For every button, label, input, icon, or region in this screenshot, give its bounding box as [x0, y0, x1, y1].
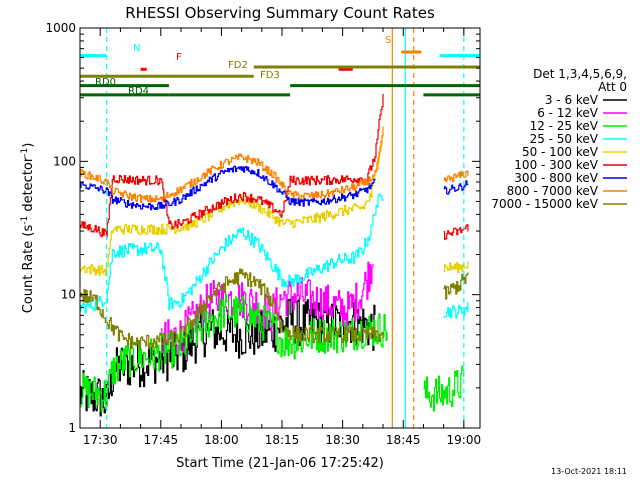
legend-label-3: 25 - 50 keV: [530, 132, 599, 146]
x-tick-label: 17:30: [83, 433, 118, 447]
x-tick-label: 18:00: [204, 433, 239, 447]
x-tick-label: 18:45: [386, 433, 421, 447]
plot-area: N S F FD2 FD3 RD0 RD4: [79, 27, 481, 429]
series-line-8-0: [80, 268, 384, 351]
legend-label-7: 800 - 7000 keV: [507, 184, 599, 198]
flag-label-fd2: FD2: [228, 60, 248, 71]
flag-label-f: F: [176, 52, 182, 63]
flag-label-rd0: RD0: [95, 77, 116, 88]
x-tick-label: 17:45: [144, 433, 179, 447]
legend-label-2: 12 - 25 keV: [530, 119, 599, 133]
flag-label-s: S: [385, 35, 391, 46]
legend-label-0: 3 - 6 keV: [545, 93, 599, 107]
y-tick-label: 1: [68, 421, 76, 435]
series-line-3-1: [443, 302, 469, 319]
legend-label-8: 7000 - 15000 keV: [491, 197, 598, 211]
legend-label-1: 6 - 12 keV: [537, 106, 599, 120]
footer-date: 13-Oct-2021 18:11: [551, 467, 627, 476]
series-line-8-1: [443, 272, 469, 300]
y-axis-label: Count Rate (s-1 detector-1): [20, 143, 36, 314]
flag-label-n: N: [133, 43, 140, 54]
series-line-7-1: [443, 170, 469, 183]
legend-header-line2: Att 0: [598, 80, 627, 94]
x-tick-label: 18:15: [265, 433, 300, 447]
x-axis-label: Start Time (21-Jan-06 17:25:42): [176, 456, 384, 471]
legend-header-line1: Det 1,3,4,5,6,9,: [533, 67, 627, 81]
y-tick-label: 10: [61, 288, 76, 302]
y-tick-label: 100: [53, 154, 76, 168]
series-line-2-1: [423, 365, 465, 412]
series-line-5-0: [80, 93, 384, 238]
series-line-3-0: [80, 193, 384, 314]
legend-label-4: 50 - 100 keV: [522, 145, 599, 159]
series-line-7-0: [80, 126, 384, 203]
series-line-6-0: [80, 165, 376, 211]
legend-label-6: 300 - 800 keV: [514, 171, 598, 185]
x-axis-ticks: 17:30 17:45 18:00 18:15 18:30 18:45 19:00: [79, 28, 482, 447]
plot-frame: [79, 27, 481, 429]
x-tick-label: 18:30: [325, 433, 360, 447]
series-line-1-0: [160, 261, 374, 355]
plot-content: [80, 28, 480, 428]
y-tick-label: 1000: [45, 21, 76, 35]
y-axis-ticks: 1 10 100 1000: [45, 21, 480, 435]
flag-label-fd3: FD3: [260, 70, 280, 81]
legend-label-5: 100 - 300 keV: [514, 158, 598, 172]
x-tick-label: 19:00: [447, 433, 482, 447]
flag-label-rd4: RD4: [128, 86, 149, 97]
series-line-6-1: [443, 180, 469, 195]
chart-title: RHESSI Observing Summary Count Rates: [125, 4, 435, 22]
